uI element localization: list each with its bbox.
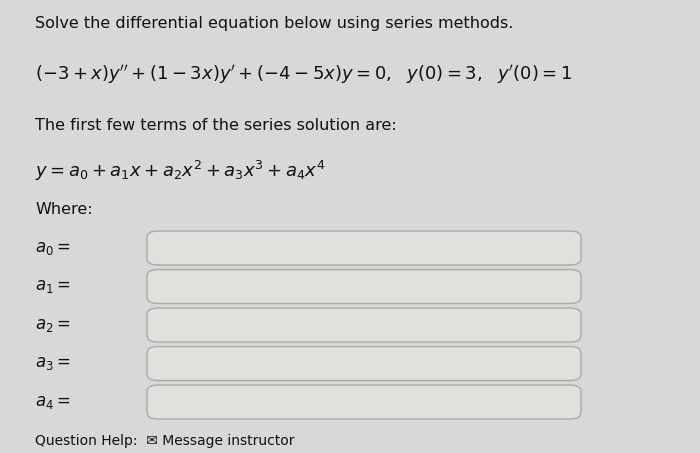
Text: Solve the differential equation below using series methods.: Solve the differential equation below us… <box>35 16 513 31</box>
Text: $a_2 =$: $a_2 =$ <box>35 317 71 333</box>
FancyBboxPatch shape <box>147 270 581 304</box>
Text: The first few terms of the series solution are:: The first few terms of the series soluti… <box>35 118 397 133</box>
FancyBboxPatch shape <box>147 347 581 381</box>
Text: $y = a_0 + a_1 x + a_2 x^2 + a_3 x^3 + a_4 x^4$: $y = a_0 + a_1 x + a_2 x^2 + a_3 x^3 + a… <box>35 159 326 183</box>
Text: $a_4 =$: $a_4 =$ <box>35 394 71 410</box>
Text: $a_1 =$: $a_1 =$ <box>35 278 71 295</box>
Text: $a_0 =$: $a_0 =$ <box>35 240 71 256</box>
Text: $a_3 =$: $a_3 =$ <box>35 355 71 372</box>
Text: $(-3+x)y''+(1-3x)y'+(-4-5x)y=0,\ \ y(0)=3,\ \ y'(0)=1$: $(-3+x)y''+(1-3x)y'+(-4-5x)y=0,\ \ y(0)=… <box>35 63 572 87</box>
FancyBboxPatch shape <box>147 385 581 419</box>
FancyBboxPatch shape <box>147 231 581 265</box>
Text: Where:: Where: <box>35 202 92 217</box>
FancyBboxPatch shape <box>147 308 581 342</box>
Text: Question Help:  ✉ Message instructor: Question Help: ✉ Message instructor <box>35 434 295 448</box>
